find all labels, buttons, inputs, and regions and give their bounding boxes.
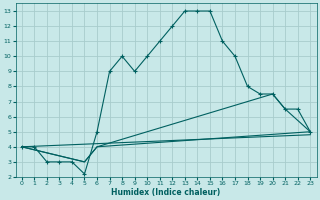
X-axis label: Humidex (Indice chaleur): Humidex (Indice chaleur) xyxy=(111,188,221,197)
